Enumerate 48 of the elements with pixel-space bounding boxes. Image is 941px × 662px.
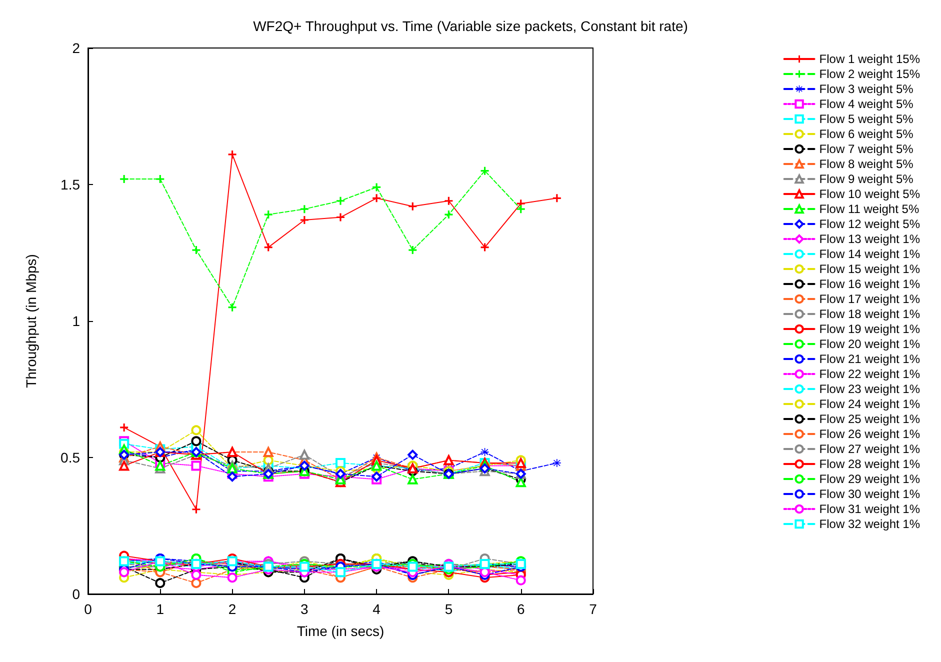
- x-tick-label: 1: [156, 601, 164, 617]
- y-tick-label: 0.5: [60, 450, 80, 466]
- x-tick-label: 6: [516, 601, 525, 617]
- x-tick-label: 4: [372, 601, 381, 617]
- legend-label: Flow 4 weight 5%: [819, 97, 914, 111]
- y-tick-label: 2: [72, 40, 80, 56]
- legend-label: Flow 19 weight 1%: [819, 322, 920, 336]
- legend-label: Flow 29 weight 1%: [819, 472, 920, 486]
- legend-label: Flow 28 weight 1%: [819, 457, 920, 471]
- x-tick-label: 2: [228, 601, 236, 617]
- legend-label: Flow 30 weight 1%: [819, 487, 920, 501]
- legend-label: Flow 16 weight 1%: [819, 277, 920, 291]
- legend-label: Flow 2 weight 15%: [819, 67, 920, 81]
- legend-label: Flow 23 weight 1%: [819, 382, 920, 396]
- legend-label: Flow 1 weight 15%: [819, 52, 920, 66]
- legend-label: Flow 10 weight 5%: [819, 187, 920, 201]
- y-tick-label: 1: [72, 313, 80, 329]
- legend-label: Flow 7 weight 5%: [819, 142, 914, 156]
- legend-label: Flow 14 weight 1%: [819, 247, 920, 261]
- legend-label: Flow 8 weight 5%: [819, 157, 914, 171]
- legend-label: Flow 22 weight 1%: [819, 367, 920, 381]
- legend-label: Flow 12 weight 5%: [819, 217, 920, 231]
- chart-title: WF2Q+ Throughput vs. Time (Variable size packets, Constant bit rate): [253, 18, 688, 34]
- legend-label: Flow 11 weight 5%: [819, 202, 920, 216]
- y-tick-label: 1.5: [60, 176, 80, 192]
- x-axis-title: Time (in secs): [296, 623, 384, 639]
- y-axis-title: Throughput (in Mbps): [23, 254, 39, 388]
- legend-label: Flow 6 weight 5%: [819, 127, 914, 141]
- legend-label: Flow 18 weight 1%: [819, 307, 920, 321]
- x-tick-label: 3: [300, 601, 309, 617]
- legend-label: Flow 27 weight 1%: [819, 442, 920, 456]
- legend-label: Flow 26 weight 1%: [819, 427, 920, 441]
- legend-label: Flow 21 weight 1%: [819, 352, 920, 366]
- legend-label: Flow 24 weight 1%: [819, 397, 920, 411]
- legend-label: Flow 25 weight 1%: [819, 412, 920, 426]
- legend-label: Flow 20 weight 1%: [819, 337, 920, 351]
- x-tick-label: 7: [589, 601, 598, 617]
- legend-label: Flow 17 weight 1%: [819, 292, 920, 306]
- y-tick-label: 0: [72, 586, 80, 602]
- legend-label: Flow 32 weight 1%: [819, 517, 920, 531]
- x-tick-label: 0: [84, 601, 92, 617]
- legend-label: Flow 13 weight 1%: [819, 232, 920, 246]
- legend-label: Flow 9 weight 5%: [819, 172, 914, 186]
- legend-label: Flow 5 weight 5%: [819, 112, 914, 126]
- legend-label: Flow 15 weight 1%: [819, 262, 920, 276]
- legend-label: Flow 31 weight 1%: [819, 502, 920, 516]
- legend-label: Flow 3 weight 5%: [819, 82, 914, 96]
- x-tick-label: 5: [444, 601, 453, 617]
